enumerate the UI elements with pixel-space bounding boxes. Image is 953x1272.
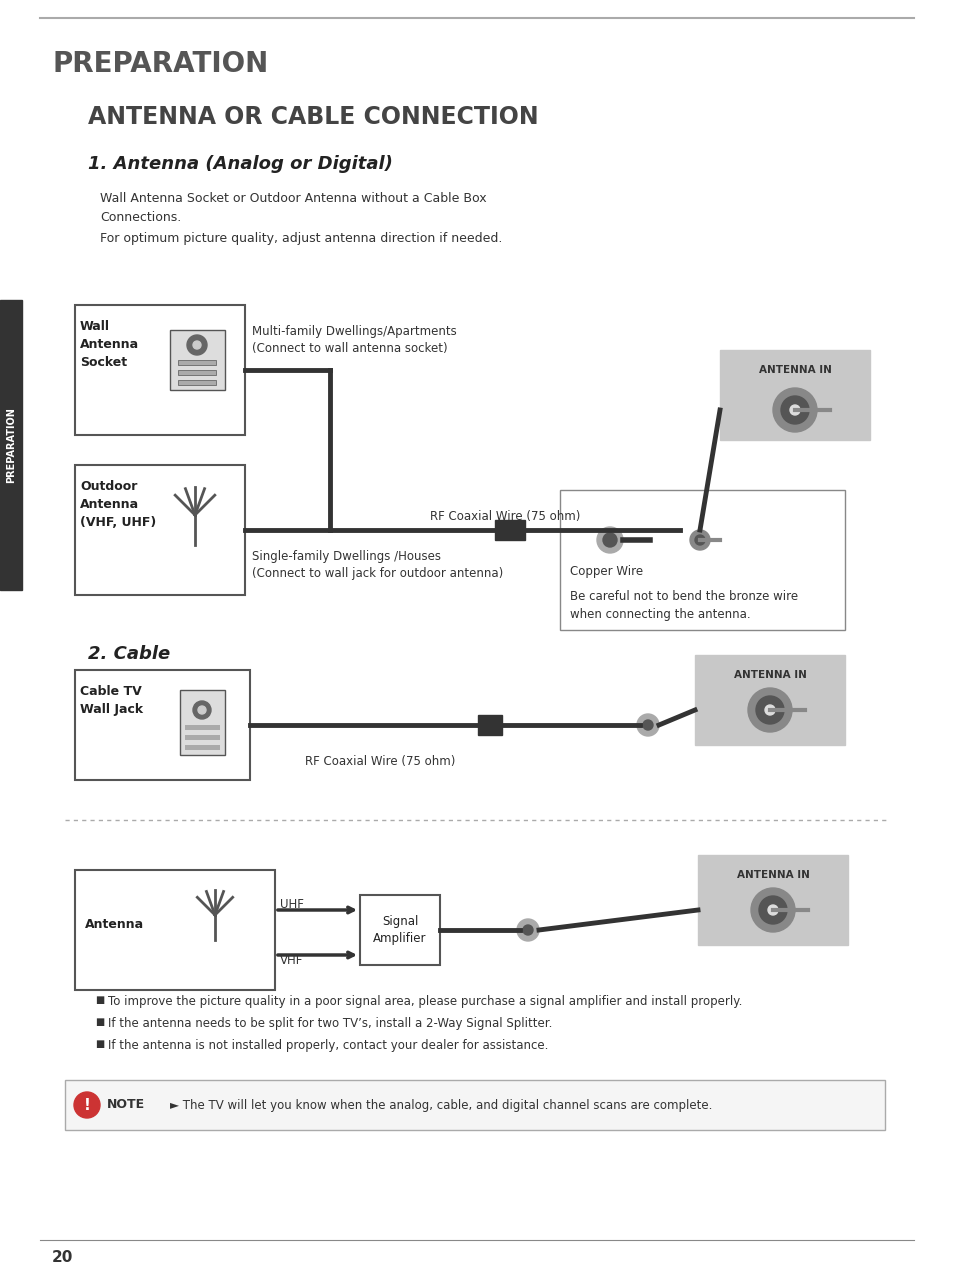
Text: ANTENNA OR CABLE CONNECTION: ANTENNA OR CABLE CONNECTION	[88, 106, 538, 128]
Text: ■: ■	[95, 995, 104, 1005]
Bar	[477, 715, 501, 735]
Circle shape	[781, 396, 808, 424]
FancyBboxPatch shape	[65, 1080, 884, 1130]
Circle shape	[637, 714, 659, 736]
Circle shape	[789, 404, 800, 415]
Text: ANTENNA IN: ANTENNA IN	[758, 365, 831, 375]
Text: Signal
Amplifier: Signal Amplifier	[373, 915, 426, 945]
Text: RF Coaxial Wire (75 ohm): RF Coaxial Wire (75 ohm)	[430, 510, 579, 523]
Circle shape	[755, 696, 783, 724]
Text: PREPARATION: PREPARATION	[6, 407, 16, 483]
FancyBboxPatch shape	[75, 305, 245, 435]
Circle shape	[522, 925, 533, 935]
Text: For optimum picture quality, adjust antenna direction if needed.: For optimum picture quality, adjust ante…	[100, 232, 502, 245]
Text: Multi-family Dwellings/Apartments
(Connect to wall antenna socket): Multi-family Dwellings/Apartments (Conne…	[252, 326, 456, 355]
Text: Copper Wire: Copper Wire	[569, 565, 642, 577]
FancyBboxPatch shape	[75, 466, 245, 595]
Bar	[170, 329, 225, 391]
FancyBboxPatch shape	[559, 490, 844, 630]
Circle shape	[597, 527, 622, 553]
Bar	[185, 745, 220, 750]
Bar	[185, 725, 220, 730]
Circle shape	[642, 720, 652, 730]
Circle shape	[676, 518, 700, 542]
Text: ■: ■	[95, 1039, 104, 1049]
Text: 1. Antenna (Analog or Digital): 1. Antenna (Analog or Digital)	[88, 155, 393, 173]
Circle shape	[767, 904, 778, 915]
Bar	[178, 370, 215, 375]
Circle shape	[764, 705, 774, 715]
Text: If the antenna is not installed properly, contact your dealer for assistance.: If the antenna is not installed properly…	[108, 1039, 548, 1052]
Circle shape	[193, 701, 211, 719]
Bar	[720, 350, 869, 440]
Bar	[185, 735, 220, 740]
Text: Wall Antenna Socket or Outdoor Antenna without a Cable Box
Connections.: Wall Antenna Socket or Outdoor Antenna w…	[100, 192, 486, 224]
Bar	[695, 655, 844, 745]
Circle shape	[602, 533, 617, 547]
Text: Cable TV
Wall Jack: Cable TV Wall Jack	[80, 686, 143, 716]
Circle shape	[187, 335, 207, 355]
Text: Outdoor
Antenna
(VHF, UHF): Outdoor Antenna (VHF, UHF)	[80, 480, 156, 529]
Bar	[178, 380, 215, 385]
Text: ANTENNA IN: ANTENNA IN	[736, 870, 808, 880]
Text: If the antenna needs to be split for two TV’s, install a 2-Way Signal Splitter.: If the antenna needs to be split for two…	[108, 1018, 552, 1030]
Circle shape	[517, 918, 538, 941]
Text: ■: ■	[95, 1018, 104, 1027]
Circle shape	[193, 341, 201, 349]
Text: VHF: VHF	[280, 954, 303, 967]
Text: ► The TV will let you know when the analog, cable, and digital channel scans are: ► The TV will let you know when the anal…	[170, 1099, 712, 1112]
Bar	[0, 300, 22, 590]
Bar	[698, 855, 847, 945]
Circle shape	[689, 530, 709, 550]
Circle shape	[772, 388, 816, 432]
Circle shape	[198, 706, 206, 714]
Text: 2. Cable: 2. Cable	[88, 645, 170, 663]
Circle shape	[74, 1091, 100, 1118]
FancyBboxPatch shape	[75, 670, 250, 780]
Text: PREPARATION: PREPARATION	[52, 50, 268, 78]
Text: Antenna: Antenna	[85, 918, 144, 931]
Text: Be careful not to bend the bronze wire
when connecting the antenna.: Be careful not to bend the bronze wire w…	[569, 590, 798, 621]
Text: To improve the picture quality in a poor signal area, please purchase a signal a: To improve the picture quality in a poor…	[108, 995, 741, 1007]
Circle shape	[759, 895, 786, 923]
Text: Wall
Antenna
Socket: Wall Antenna Socket	[80, 321, 139, 369]
Text: NOTE: NOTE	[107, 1099, 145, 1112]
Circle shape	[682, 525, 692, 536]
Bar	[178, 360, 215, 365]
FancyBboxPatch shape	[359, 895, 439, 965]
Circle shape	[695, 536, 704, 544]
FancyBboxPatch shape	[75, 870, 274, 990]
Text: ANTENNA IN: ANTENNA IN	[733, 670, 805, 681]
Text: UHF: UHF	[280, 898, 304, 912]
Text: Single-family Dwellings /Houses
(Connect to wall jack for outdoor antenna): Single-family Dwellings /Houses (Connect…	[252, 550, 503, 580]
Bar	[495, 520, 524, 541]
Text: RF Coaxial Wire (75 ohm): RF Coaxial Wire (75 ohm)	[305, 756, 455, 768]
Text: !: !	[84, 1098, 91, 1113]
Circle shape	[747, 688, 791, 731]
Bar	[180, 689, 225, 756]
Text: 20: 20	[52, 1250, 73, 1264]
Circle shape	[750, 888, 794, 932]
